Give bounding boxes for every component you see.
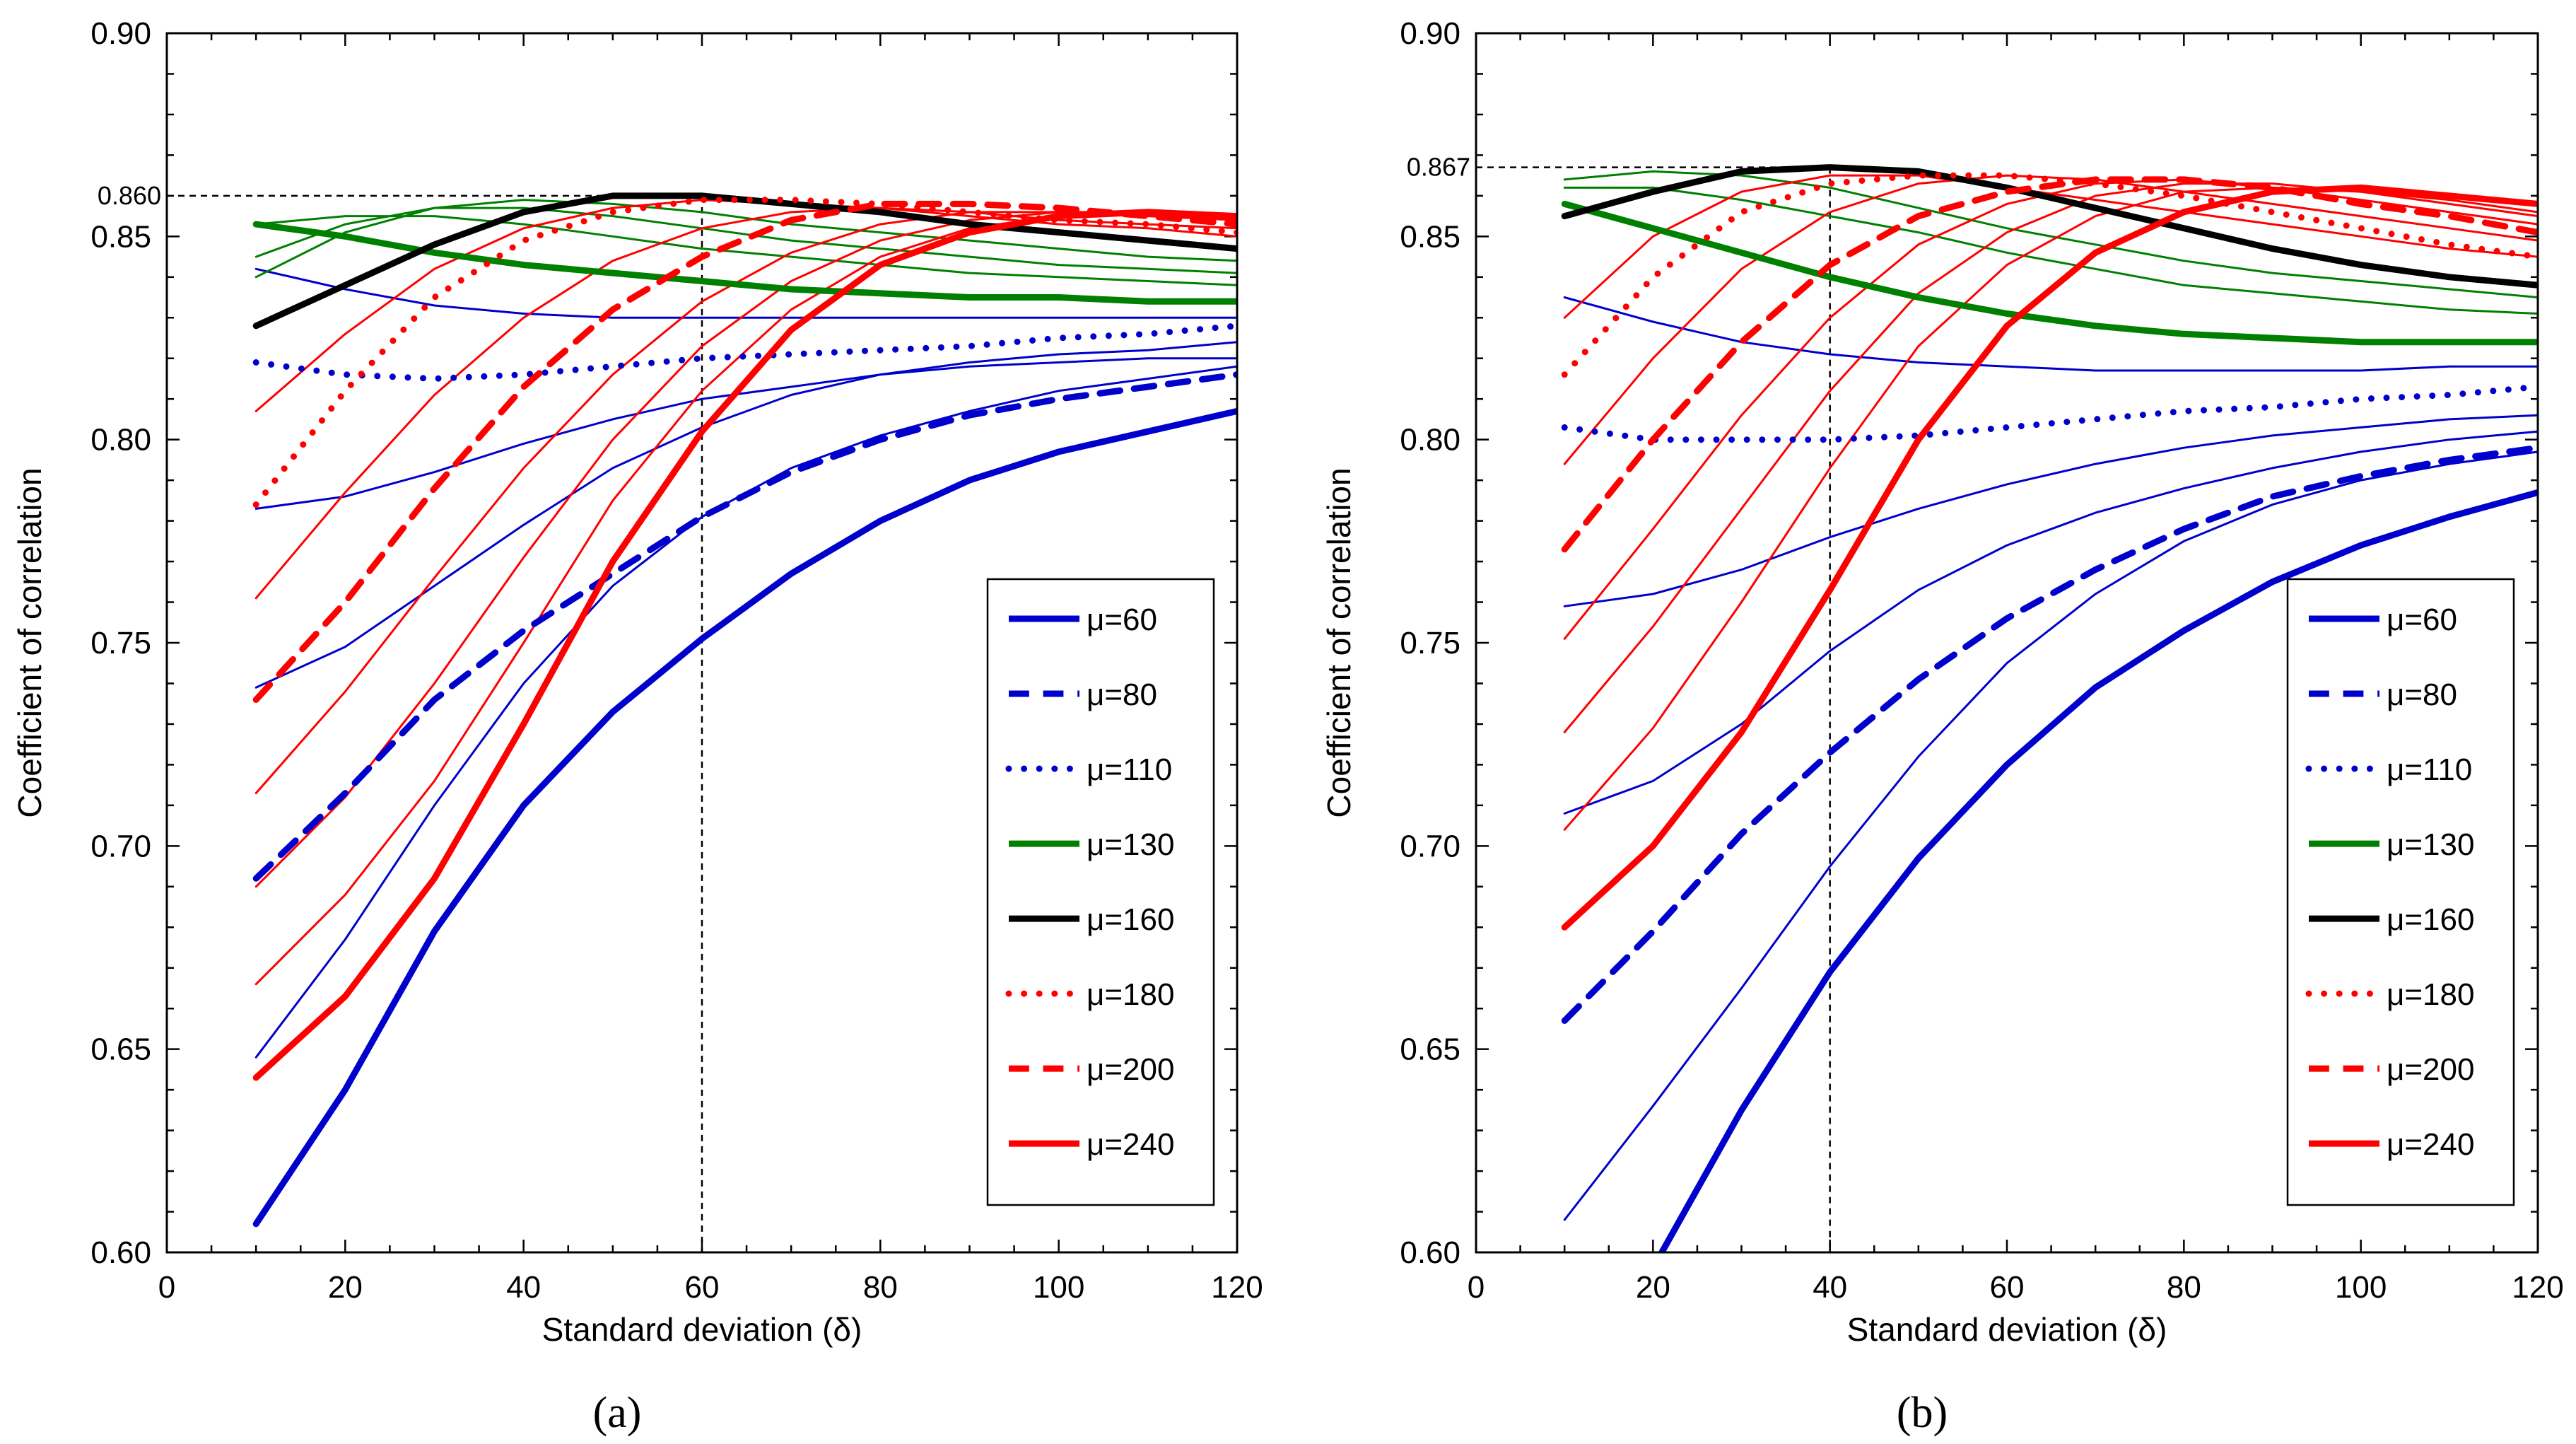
legend-label: μ=60 [1087,602,1157,637]
series-line-mu-240 [1561,184,2538,931]
series-line-mu-130 [1561,200,2538,346]
series-line-mu-80 [1561,444,2538,1024]
annotation-label: 0.867 [1407,153,1470,182]
series-line-mu-160 [1561,164,2538,289]
series-line-intermediate [1563,430,2538,815]
series-line-intermediate [254,206,1237,600]
legend: μ=60 μ=80 μ=110 μ=130 μ=160 μ=180 μ=200 μ=240 [986,578,1215,1206]
series-line-intermediate [1563,186,2538,831]
x-tick-label: 100 [1033,1270,1084,1305]
x-axis-title: Standard deviation (δ) [542,1311,862,1348]
series-line-intermediate [254,267,1237,319]
legend-label: μ=200 [1087,1052,1174,1087]
x-tick-label: 40 [506,1270,541,1305]
series-line-intermediate [1563,178,2538,640]
series-line-intermediate [254,357,1237,510]
series-line-intermediate [254,206,1237,274]
y-tick-label: 0.85 [1400,219,1460,254]
y-tick-label: 0.65 [1400,1032,1460,1067]
chart-panel-b: 0 20 40 60 80 100 120 0.60 0.65 0.70 0.75 0.80 0.85 0… [1321,16,2564,1437]
series-line-intermediate [254,199,1237,279]
x-tick-label: 120 [2512,1270,2563,1305]
legend-box [2286,578,2515,1206]
y-tick-label: 0.75 [1400,626,1460,660]
x-tick-label: 100 [2335,1270,2387,1305]
x-tick-label: 20 [328,1270,363,1305]
legend-label: μ=130 [2387,827,2474,862]
x-tick-label: 60 [1990,1270,2025,1305]
annotation-label: 0.860 [98,181,161,210]
series-line-mu-180 [252,197,1237,508]
x-tick-label: 0 [158,1270,175,1305]
series-line-intermediate [254,215,1237,286]
x-tick-label: 20 [1636,1270,1670,1305]
x-tick-label: 40 [1813,1270,1847,1305]
legend-label: μ=160 [2387,902,2474,937]
x-axis-title: Standard deviation (δ) [1847,1311,2167,1348]
series-line-intermediate [1563,186,2538,315]
series-line-intermediate [1563,296,2538,372]
y-tick-label: 0.85 [90,219,151,254]
legend-label: μ=110 [2387,752,2472,787]
series-line-mu-60 [1658,489,2538,1252]
series-line-mu-200 [252,200,1237,703]
panel-label: (a) [593,1389,642,1437]
legend-label: μ=110 [1087,752,1172,787]
series-line-mu-60 [252,407,1237,1228]
series-line-mu-110 [1561,383,2538,443]
series-line-mu-180 [1561,172,2538,378]
legend-box [986,578,1215,1206]
y-tick-label: 0.60 [1400,1235,1460,1270]
legend-label: μ=240 [2387,1127,2474,1162]
legend-label: μ=240 [1087,1127,1174,1162]
legend-label: μ=80 [1087,677,1157,712]
y-axis-title: Coefficient of correlation [1321,467,1357,817]
y-tick-label: 0.80 [1400,423,1460,458]
legend-label: μ=130 [1087,827,1174,862]
y-tick-label: 0.60 [90,1235,151,1270]
plot-frame [1475,32,2539,1254]
series-line-mu-200 [1561,176,2538,553]
series-line-intermediate [1563,414,2538,607]
series-line-intermediate [1563,174,2538,465]
series-group [252,192,1237,1228]
legend-label: μ=60 [2387,602,2457,637]
x-tick-label: 0 [1468,1270,1485,1305]
y-tick-label: 0.70 [90,829,151,863]
x-tick-label: 80 [863,1270,898,1305]
y-tick-label: 0.70 [1400,829,1460,863]
chart-panel-a: 0 20 40 60 80 100 120 0.60 0.65 0.70 0.75 0.80 0.85 0… [11,16,1263,1437]
legend-label: μ=160 [1087,902,1174,937]
y-axis-title: Coefficient of correlation [11,467,48,817]
y-tick-label: 0.90 [90,16,151,51]
legend: μ=60 μ=80 μ=110 μ=130 μ=160 μ=180 μ=200 μ=240 [2286,578,2515,1206]
y-tick-label: 0.65 [90,1032,151,1067]
series-line-mu-240 [252,209,1237,1081]
x-tick-label: 80 [2167,1270,2201,1305]
x-tick-label: 60 [685,1270,720,1305]
y-tick-label: 0.75 [90,626,151,660]
legend-label: μ=200 [2387,1052,2474,1087]
legend-label: μ=180 [1087,977,1174,1012]
series-line-mu-80 [252,371,1237,882]
series-group [1561,164,2538,1252]
panel-label: (b) [1897,1389,1948,1437]
y-tick-label: 0.80 [90,423,151,458]
x-tick-label: 120 [1211,1270,1263,1305]
legend-label: μ=180 [2387,977,2474,1012]
plot-frame [165,32,1239,1254]
y-tick-label: 0.90 [1400,16,1460,51]
legend-label: μ=80 [2387,677,2457,712]
series-line-intermediate [1563,450,2538,1221]
